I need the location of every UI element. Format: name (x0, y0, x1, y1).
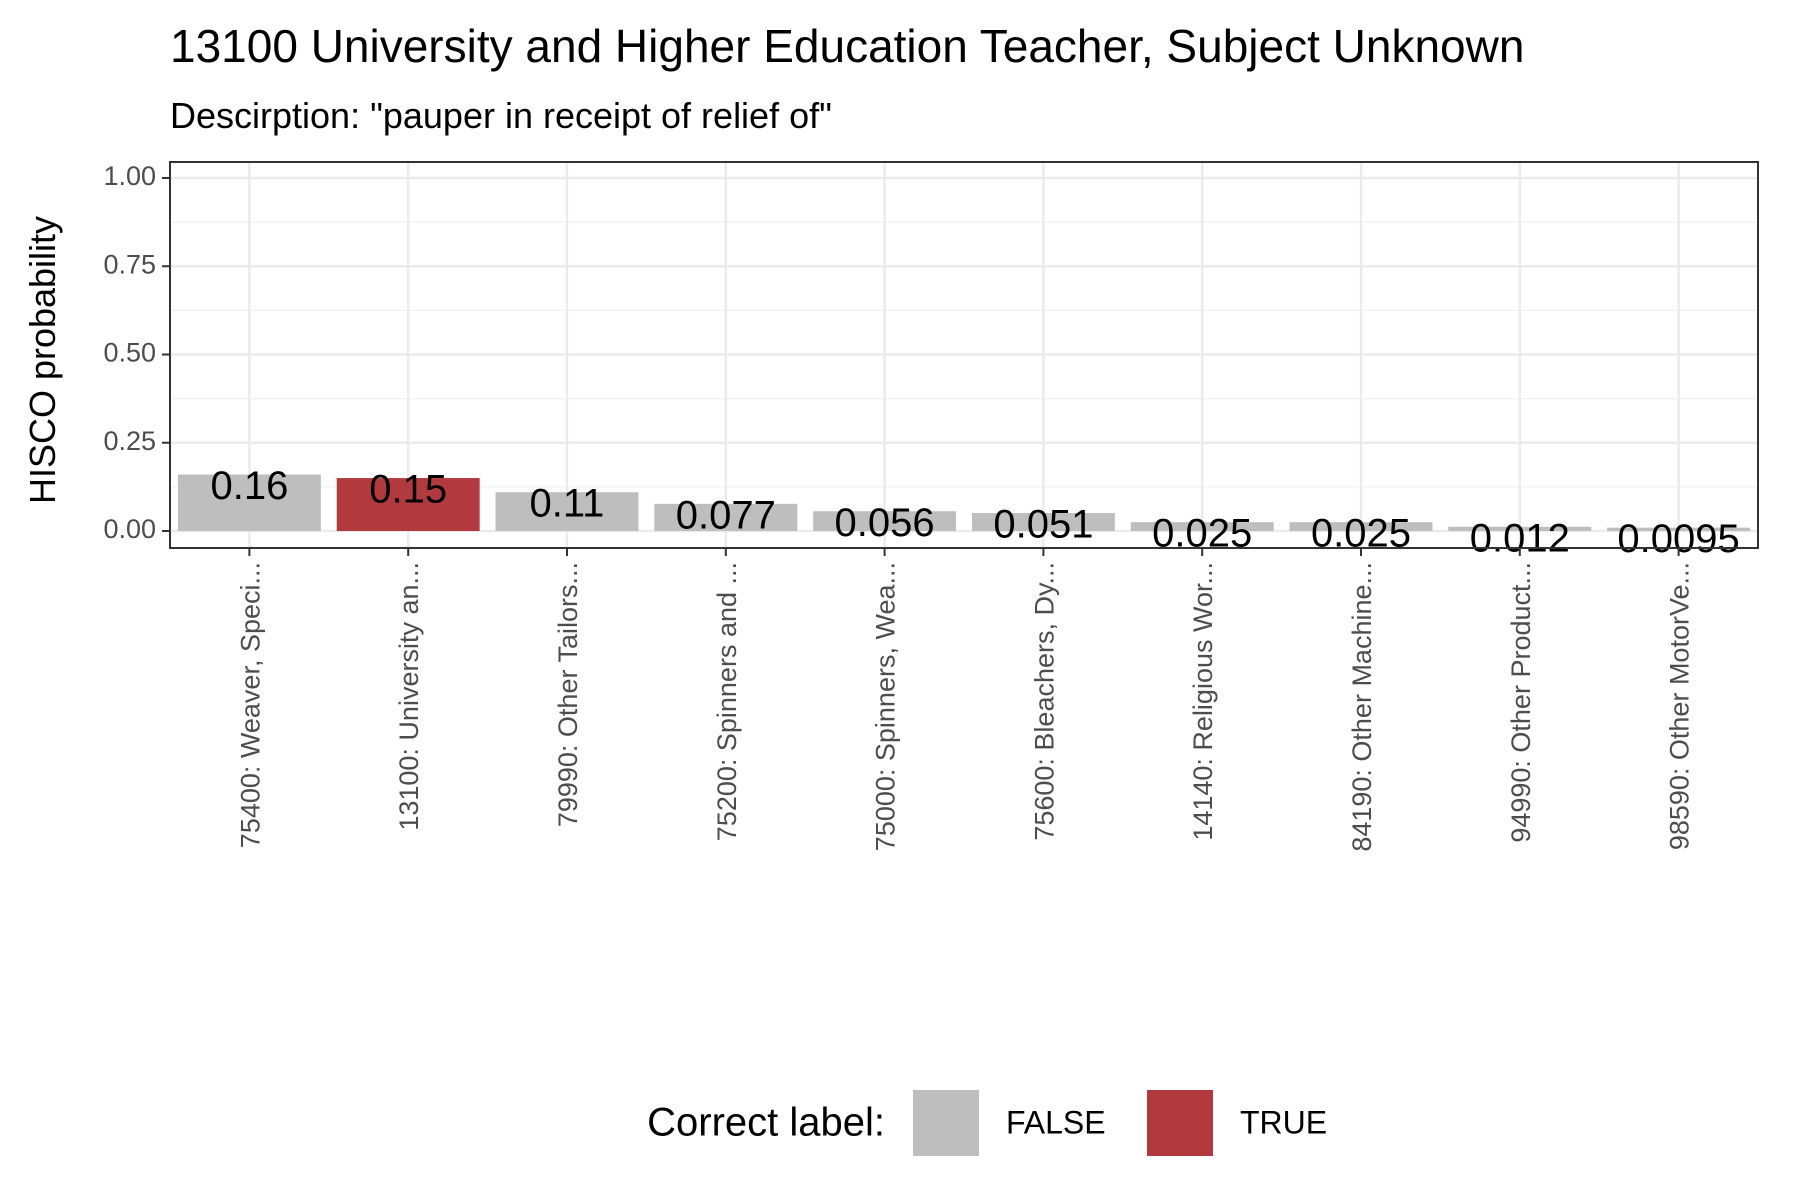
legend-key (1147, 1090, 1213, 1156)
x-tick-label: 98590: Other MotorVe... (1665, 562, 1695, 850)
data-label: 0.15 (369, 468, 447, 512)
bar (336, 478, 480, 531)
data-label: 0.11 (530, 482, 605, 526)
y-tick-label: 1.00 (103, 161, 156, 191)
bar (813, 511, 957, 531)
chart-title: 13100 University and Higher Education Te… (170, 20, 1524, 72)
legend-label: TRUE (1240, 1104, 1327, 1140)
legend-key (913, 1090, 979, 1156)
bar (1448, 526, 1592, 531)
x-tick-label: 84190: Other Machine... (1347, 562, 1377, 852)
legend: Correct label: FALSE TRUE (647, 1090, 1327, 1156)
data-label: 0.16 (210, 464, 288, 508)
y-tick-label: 0.00 (103, 514, 156, 544)
plot-area: 0.16 0.15 0.11 0.077 0.056 0.051 0.025 0.025 0.0… (103, 161, 1759, 852)
bar (654, 503, 798, 531)
x-tick-label: 75400: Weaver, Speci... (235, 562, 265, 848)
y-tick-label: 0.50 (103, 338, 156, 368)
bar (1130, 522, 1274, 531)
x-tick-label: 79990: Other Tailors... (553, 562, 583, 827)
data-label: 0.056 (835, 501, 935, 545)
x-tick-label: 75600: Bleachers, Dy... (1029, 562, 1059, 841)
data-label: 0.077 (676, 493, 776, 537)
legend-title: Correct label: (647, 1101, 885, 1145)
bar (177, 474, 321, 531)
bar (495, 492, 639, 531)
data-label: 0.051 (993, 503, 1093, 547)
y-axis-title: HISCO probability (22, 216, 63, 504)
x-tick-label: 75200: Spinners and ... (712, 562, 742, 841)
y-tick-label: 0.75 (103, 249, 156, 279)
x-tick-label: 13100: University an... (394, 562, 424, 831)
x-tick-label: 94990: Other Product... (1506, 562, 1536, 843)
x-tick-label: 14140: Religious Wor... (1188, 562, 1218, 841)
bar (1289, 522, 1433, 531)
y-tick-label: 0.25 (103, 426, 156, 456)
bar (971, 512, 1115, 531)
x-tick-label: 75000: Spinners, Wea... (871, 562, 901, 851)
legend-label: FALSE (1006, 1104, 1106, 1140)
chart-subtitle: Descirption: "pauper in receipt of relie… (170, 95, 832, 136)
bar (1607, 527, 1751, 531)
